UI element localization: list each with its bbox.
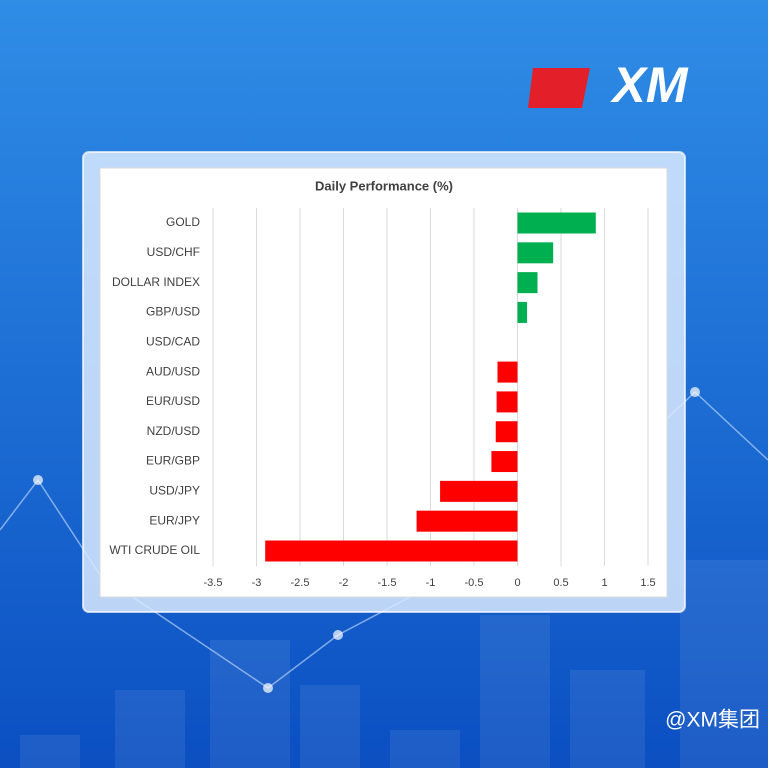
bar	[440, 480, 518, 502]
bar	[265, 540, 518, 562]
bar	[497, 361, 518, 383]
y-tick-label: NZD/USD	[147, 424, 201, 438]
y-tick-label: WTI CRUDE OIL	[109, 543, 200, 557]
logo: XM	[528, 57, 689, 113]
bar	[517, 272, 538, 294]
bar	[496, 391, 518, 413]
y-tick-label: GBP/USD	[146, 305, 200, 319]
x-tick-label: -2	[339, 577, 349, 589]
bar	[491, 451, 518, 473]
bar	[495, 421, 518, 443]
x-tick-label: 1.5	[640, 577, 655, 589]
x-tick-label: 0	[514, 577, 520, 589]
x-tick-label: 1	[601, 577, 607, 589]
bar	[416, 510, 518, 532]
x-tick-label: -3	[252, 577, 262, 589]
y-tick-label: USD/CHF	[147, 245, 200, 259]
x-tick-label: -1.5	[378, 577, 397, 589]
x-tick-label: 0.5	[553, 577, 568, 589]
y-tick-label: AUD/USD	[146, 364, 200, 378]
y-tick-label: EUR/USD	[146, 394, 200, 408]
plot: -3.5 -3 -2.5 -2 -1.5 -1 -0.5 0 0.5 1 1.5 GOLD USD/CH…	[109, 208, 656, 589]
x-tick-label: -1	[426, 577, 436, 589]
y-tick-label: EUR/GBP	[146, 454, 200, 468]
decor-dots	[33, 387, 700, 693]
x-tick-label: -0.5	[465, 577, 484, 589]
watermark: @XM集团	[665, 709, 760, 732]
brand: XM	[610, 57, 689, 113]
chart-title: Daily Performance (%)	[315, 178, 453, 193]
y-tick-label: DOLLAR INDEX	[112, 275, 200, 289]
y-tick-label: GOLD	[166, 215, 200, 229]
x-tick-label: -2.5	[291, 577, 310, 589]
chart-area	[99, 167, 668, 598]
y-tick-label: EUR/JPY	[149, 513, 200, 527]
bar	[517, 242, 554, 264]
y-tick-label: USD/JPY	[149, 484, 200, 498]
x-tick-label: -3.5	[204, 577, 223, 589]
y-tick-label: USD/CAD	[146, 334, 200, 348]
bar	[517, 212, 596, 234]
decor-bars	[20, 560, 768, 768]
bar	[517, 301, 528, 323]
